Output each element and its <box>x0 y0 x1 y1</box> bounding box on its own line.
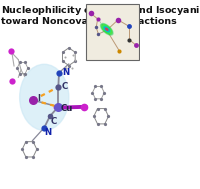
Text: C: C <box>51 117 57 126</box>
Text: I: I <box>37 94 40 103</box>
Ellipse shape <box>106 28 108 30</box>
Ellipse shape <box>101 23 113 35</box>
Ellipse shape <box>101 24 112 34</box>
Text: N: N <box>62 68 69 77</box>
Circle shape <box>20 64 69 130</box>
Text: toward Noncovalent interactions: toward Noncovalent interactions <box>1 17 177 26</box>
Text: Cu: Cu <box>61 104 73 113</box>
Ellipse shape <box>104 27 109 32</box>
Text: N: N <box>45 128 52 137</box>
Bar <box>86 4 139 60</box>
Ellipse shape <box>105 28 109 31</box>
Text: Nucleophilicity of Cu$^\mathregular{I}$-bound Isocyanide: Nucleophilicity of Cu$^\mathregular{I}$-… <box>1 4 200 18</box>
Ellipse shape <box>103 26 110 33</box>
Ellipse shape <box>102 25 111 33</box>
Text: C: C <box>61 82 68 91</box>
